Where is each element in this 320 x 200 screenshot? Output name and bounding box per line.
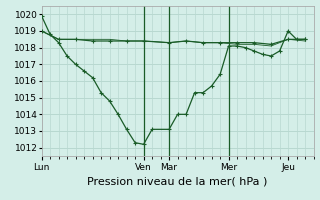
X-axis label: Pression niveau de la mer( hPa ): Pression niveau de la mer( hPa ) [87, 176, 268, 186]
